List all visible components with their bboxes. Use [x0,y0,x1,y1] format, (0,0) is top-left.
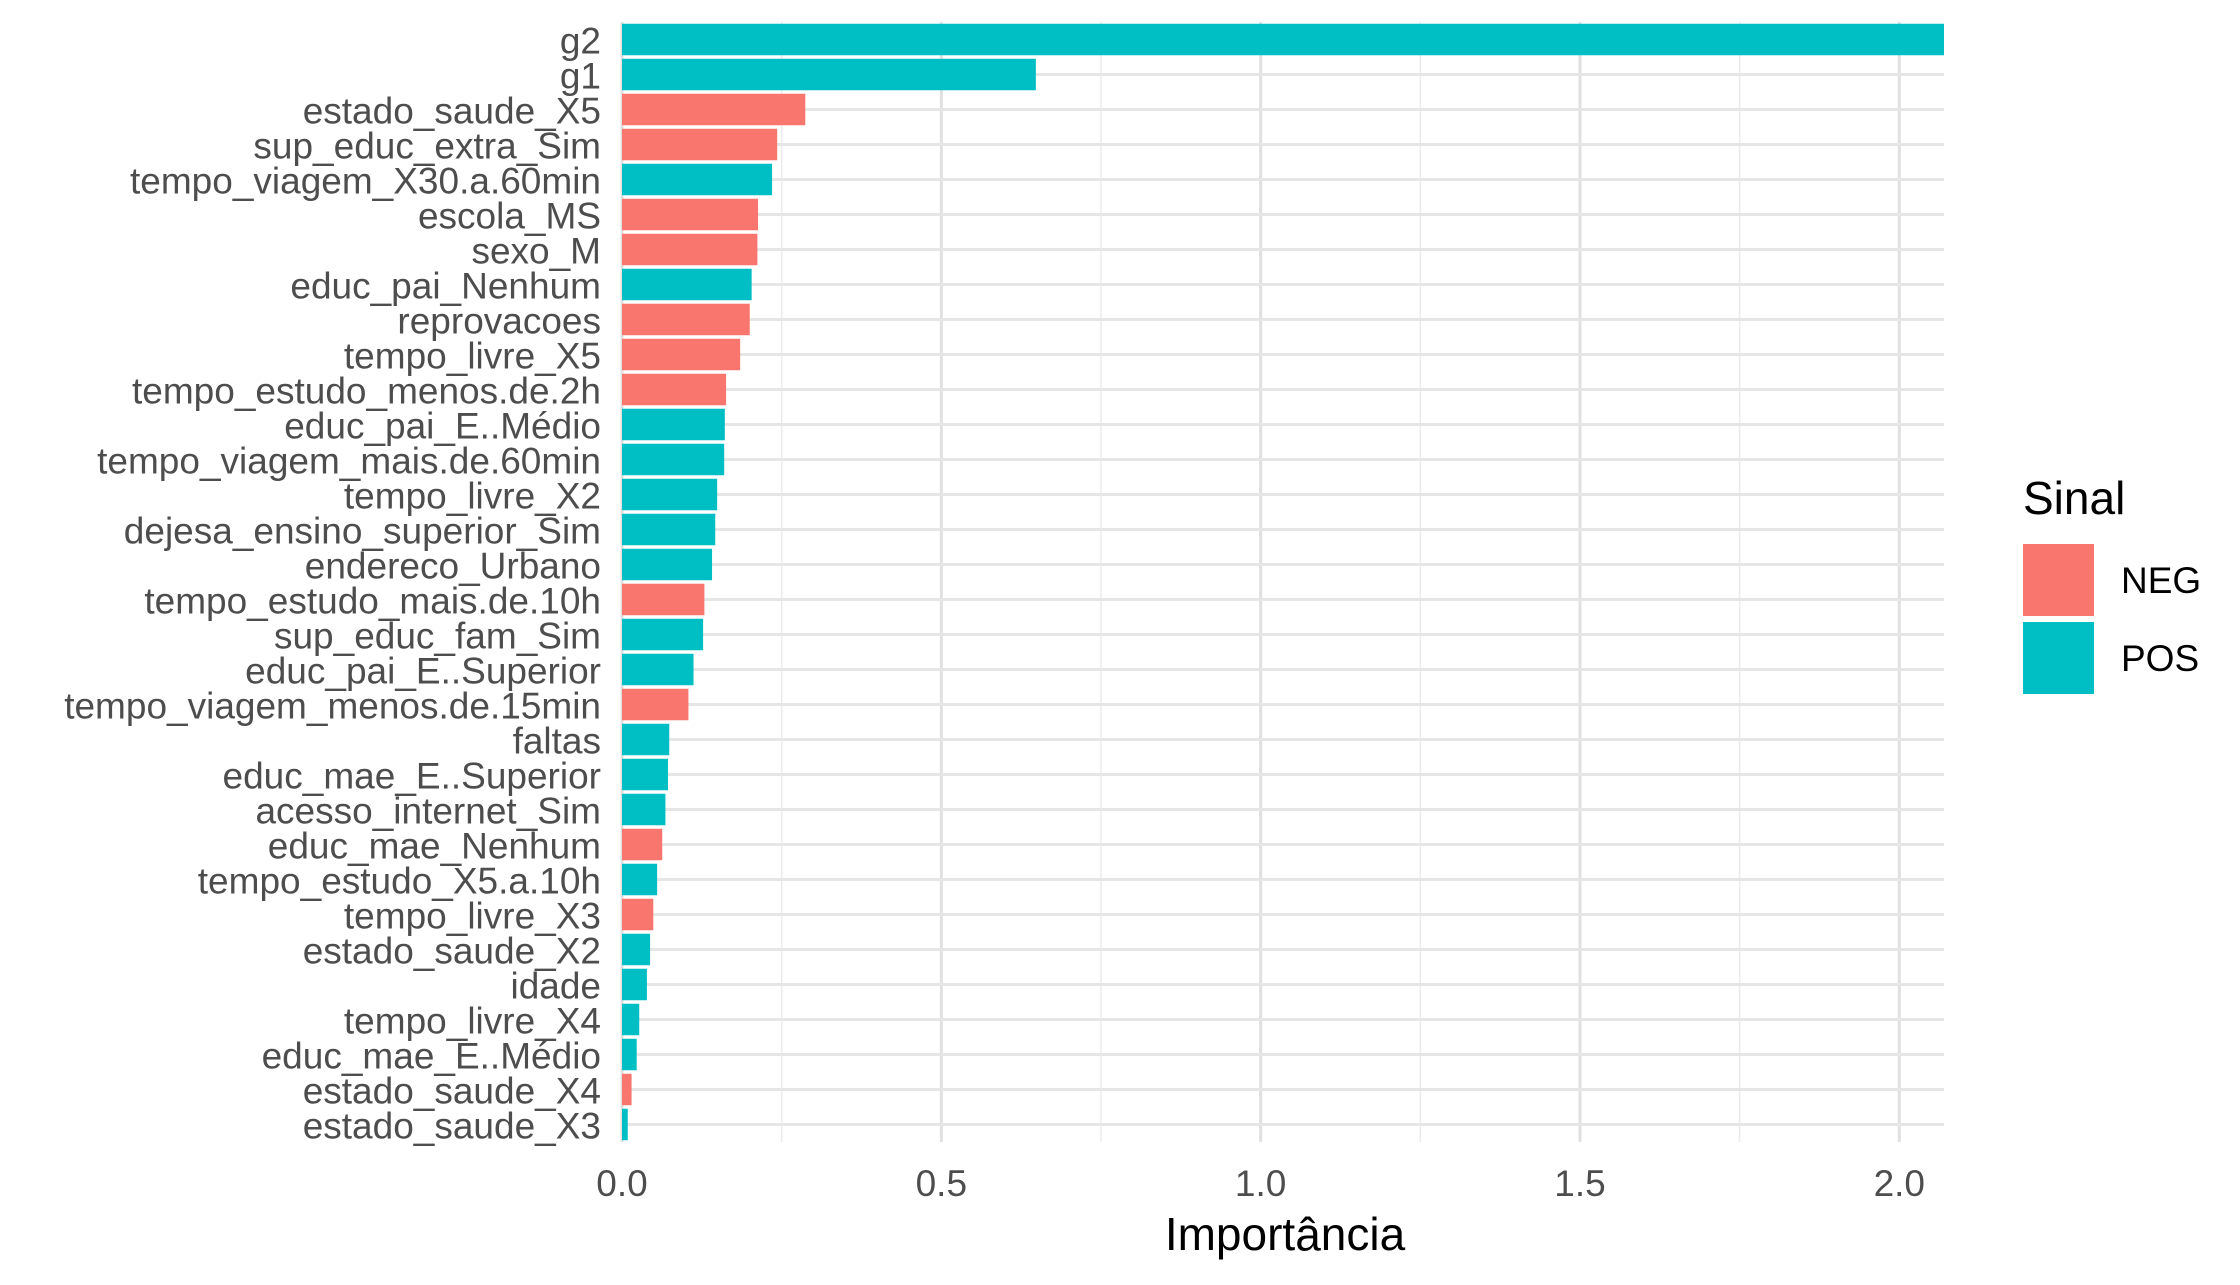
bar [622,128,778,161]
category-label: endereco_Urbano [305,546,601,587]
bar [622,23,1944,56]
bar [622,408,725,441]
category-label: estado_saude_X2 [303,931,601,972]
category-label: dejesa_ensino_superior_Sim [124,511,601,552]
category-label: tempo_livre_X2 [344,476,601,517]
category-label: tempo_estudo_X5.a.10h [198,861,601,902]
category-label: tempo_estudo_mais.de.10h [144,581,601,622]
bar [622,478,718,511]
bar [622,513,716,546]
category-label: tempo_livre_X5 [344,336,601,377]
x-tick-label: 1.5 [1554,1163,1605,1204]
category-label: faltas [513,721,601,762]
category-label: estado_saude_X3 [303,1106,601,1147]
x-tick-label: 0.5 [916,1163,967,1204]
bar [622,373,727,406]
x-tick-label: 0.0 [596,1163,647,1204]
category-label: idade [510,966,601,1007]
legend-entries: NEG POS [2023,544,2201,694]
bar [622,443,725,476]
bar [622,968,647,1001]
grid-layer [620,22,1944,1142]
bar [622,163,773,196]
x-tick-labels: 0.0 0.5 1.0 1.5 2.0 [596,1163,1925,1204]
legend-swatch [2023,544,2094,616]
category-labels: g2g1estado_saude_X5sup_educ_extra_Simtem… [64,21,601,1147]
category-label: educ_pai_Nenhum [290,266,601,307]
x-tick-label: 1.0 [1235,1163,1286,1204]
legend-label: POS [2121,638,2199,679]
x-tick-label: 2.0 [1874,1163,1925,1204]
category-label: g2 [560,21,601,62]
bar [622,863,658,896]
bar [622,268,752,301]
category-label: tempo_viagem_X30.a.60min [130,161,601,202]
category-label: educ_pai_E..Superior [245,651,601,692]
bars-layer [622,23,1944,1141]
category-label: sup_educ_fam_Sim [274,616,601,657]
legend: Sinal NEG POS [2023,472,2201,694]
bar [622,58,1036,91]
category-label: estado_saude_X5 [303,91,601,132]
bar [622,583,705,616]
bar [622,933,651,966]
legend-title: Sinal [2023,472,2125,524]
category-label: g1 [560,56,601,97]
category-label: educ_mae_Nenhum [268,826,601,867]
bar [622,723,670,756]
bar [622,758,668,791]
category-label: escola_MS [418,196,601,237]
category-label: educ_pai_E..Médio [284,406,601,447]
category-label: reprovacoes [397,301,601,342]
category-label: sexo_M [471,231,601,272]
bar [622,303,750,336]
category-label: tempo_viagem_mais.de.60min [97,441,601,482]
category-label: educ_mae_E..Superior [223,756,601,797]
bar [622,548,713,581]
bar [622,1108,628,1141]
bar [622,1003,640,1036]
bar [622,653,694,686]
legend-label: NEG [2121,560,2201,601]
bar [622,1038,637,1071]
bar [622,233,758,266]
category-label: sup_educ_extra_Sim [253,126,601,167]
category-label: educ_mae_E..Médio [262,1036,601,1077]
legend-swatch [2023,622,2094,694]
bar [622,93,806,126]
bar [622,1073,632,1106]
bar [622,618,704,651]
x-axis-title: Importância [1165,1208,1406,1260]
category-label: acesso_internet_Sim [255,791,601,832]
category-label: tempo_livre_X3 [344,896,601,937]
bar [622,198,759,231]
category-label: estado_saude_X4 [303,1071,601,1112]
bar [622,898,654,931]
bar [622,688,689,721]
category-label: tempo_livre_X4 [344,1001,601,1042]
category-label: tempo_estudo_menos.de.2h [132,371,601,412]
bar [622,793,666,826]
bar [622,338,741,371]
bar [622,828,663,861]
category-label: tempo_viagem_menos.de.15min [64,686,601,727]
